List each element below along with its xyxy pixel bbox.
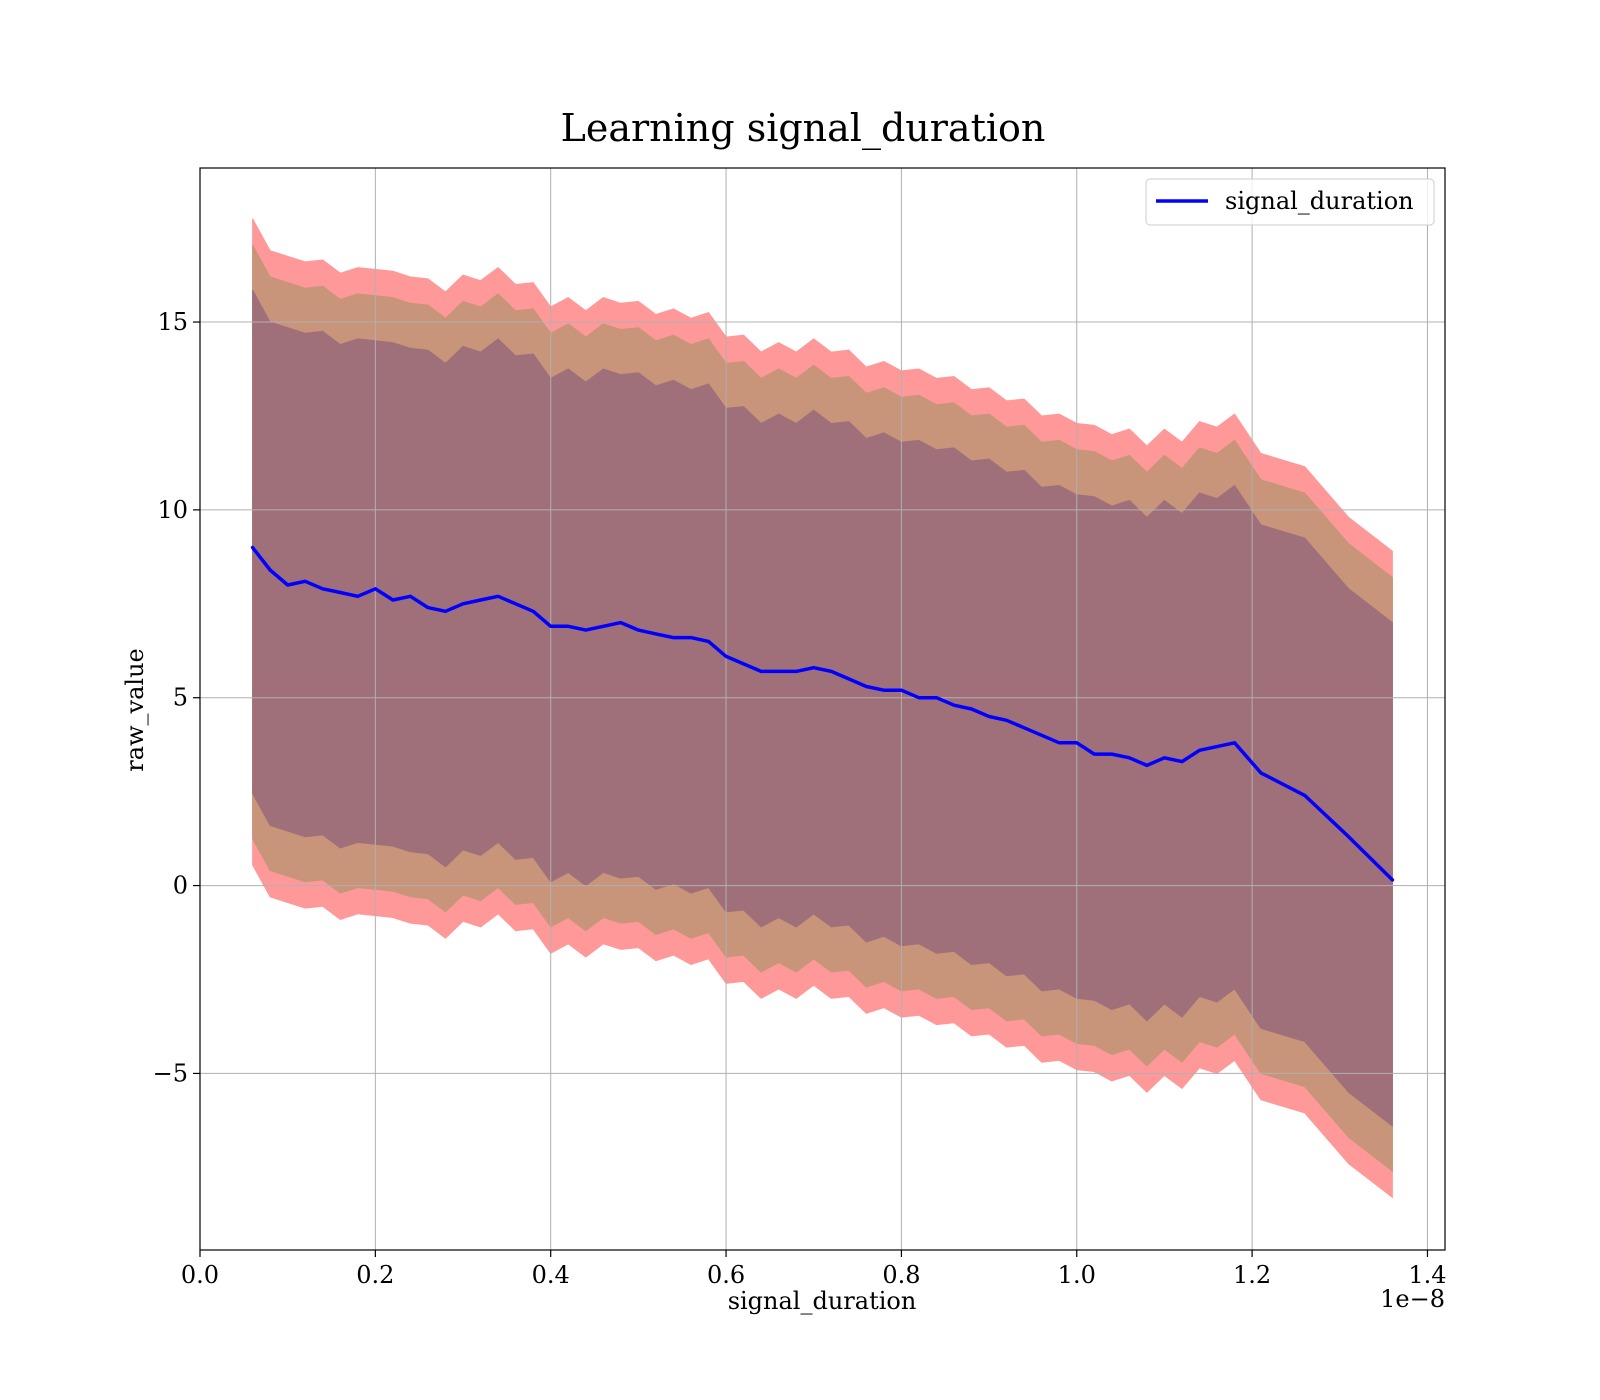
y-axis-label: raw_value: [121, 648, 149, 772]
x-tick-label: 0.8: [882, 1261, 920, 1289]
x-axis-offset-text: 1e−8: [1380, 1285, 1445, 1313]
x-tick-label: 0.6: [707, 1261, 745, 1289]
x-tick-label: 0.0: [181, 1261, 219, 1289]
x-tick-label: 1.0: [1058, 1261, 1096, 1289]
x-tick-label: 1.2: [1233, 1261, 1271, 1289]
x-axis-ticks: 0.0 0.2 0.4 0.6 0.8 1.0 1.2 1.4: [181, 1250, 1447, 1289]
x-tick-label: 0.4: [532, 1261, 570, 1289]
chart-title: Learning signal_duration: [561, 106, 1046, 151]
x-tick-label: 0.2: [356, 1261, 394, 1289]
y-tick-label: 0: [173, 872, 188, 900]
y-tick-label: 10: [157, 496, 188, 524]
x-axis-label: signal_duration: [728, 1287, 917, 1315]
legend-box: [1145, 178, 1435, 226]
band-inner: [252, 289, 1393, 1128]
y-tick-label: 5: [173, 684, 188, 712]
series-line-0: [250, 545, 1395, 882]
y-tick-label: 15: [157, 308, 188, 336]
confidence-bands: [252, 218, 1393, 1199]
plot-frame: [199, 167, 1446, 1251]
legend-label: signal_duration: [1225, 187, 1414, 215]
y-axis-ticks: −5 0 5 10 15: [153, 308, 200, 1087]
y-tick-label: −5: [153, 1059, 188, 1087]
legend: signal_duration: [1145, 178, 1435, 226]
x-tick-label: 1.4: [1408, 1261, 1446, 1289]
series-lines: [250, 545, 1395, 882]
